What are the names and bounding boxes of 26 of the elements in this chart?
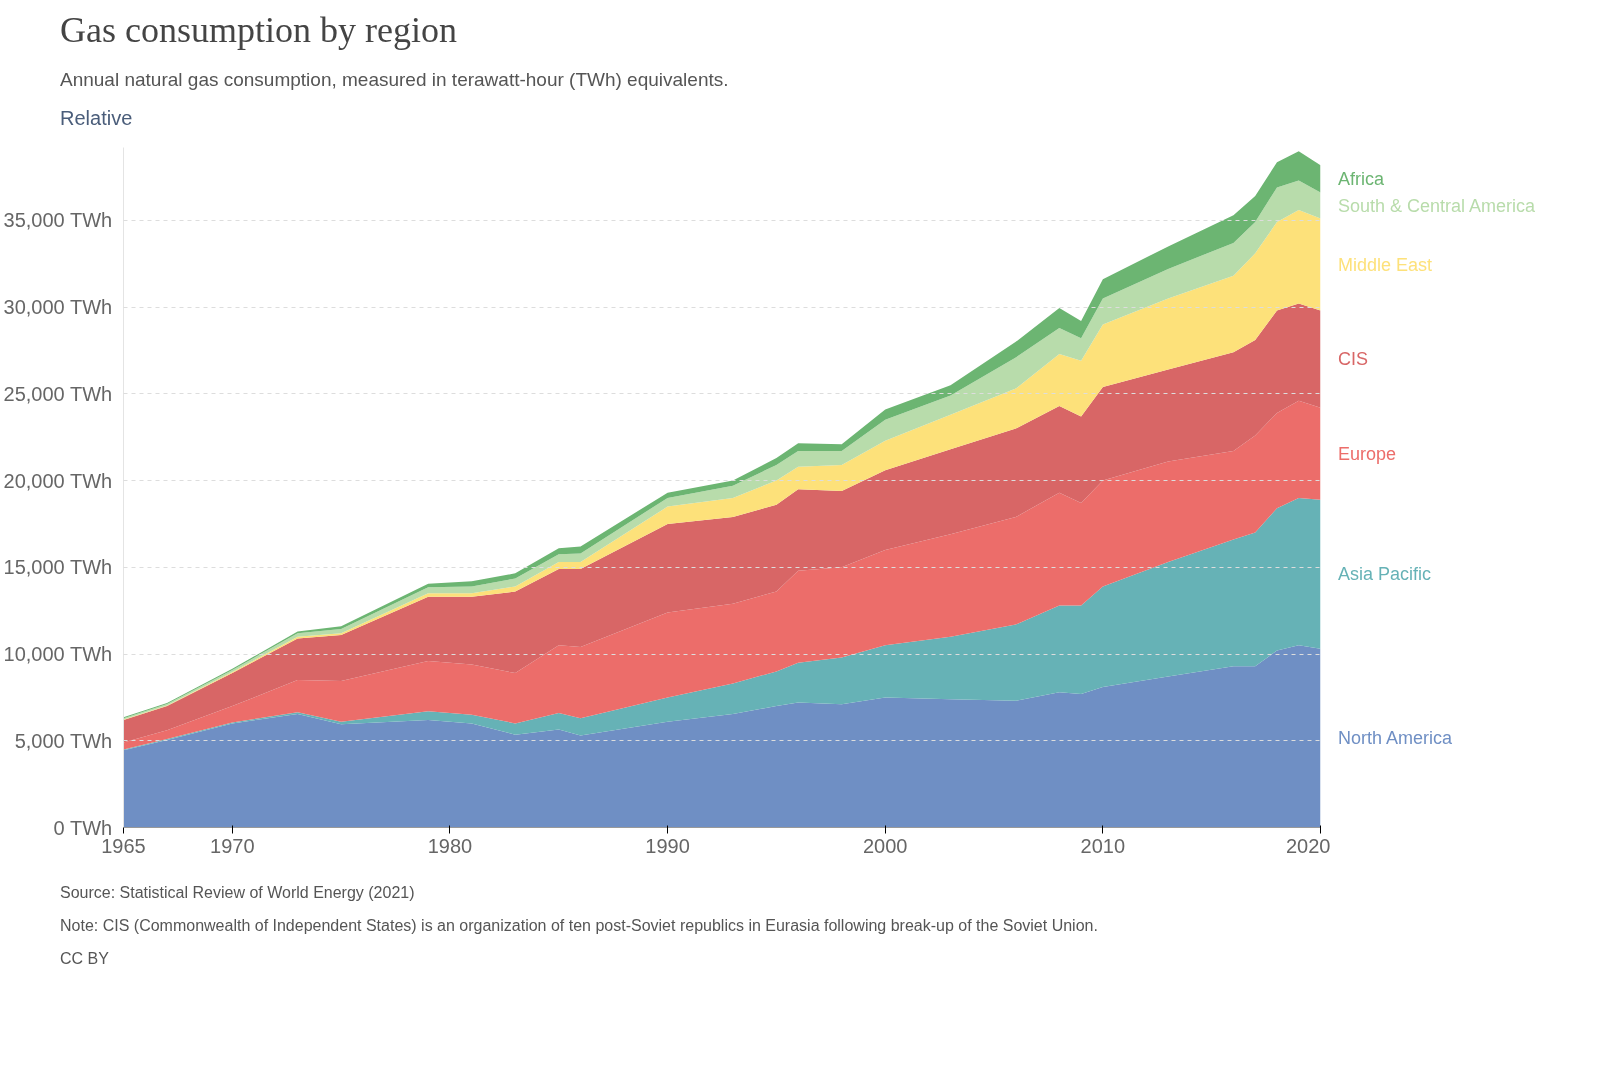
text: CC BY [60, 948, 109, 969]
x-tick-label: 1970 [210, 834, 255, 857]
y-tick-label: 15,000 TWh [3, 556, 113, 579]
series-label: South & Central America [1338, 195, 1537, 216]
source-note: Source: Statistical Review of World Energy (2021) [60, 883, 415, 904]
series-label: Europe [1338, 443, 1397, 464]
y-tick-label: 20,000 TWh [3, 469, 113, 492]
series-label: Middle East [1338, 254, 1433, 275]
x-tick-label: 1990 [645, 834, 690, 857]
x-tick-label: 2000 [862, 834, 908, 857]
text: Note: CIS (Commonwealth of Independent States) is an organization of ten post-Soviet republics in Eurasia following break-up of the Soviet Union. [60, 915, 1098, 936]
y-tick-label: 35,000 TWh [3, 209, 113, 232]
x-tick-label: 2010 [1080, 834, 1126, 857]
series-label: CIS [1338, 349, 1369, 370]
chart-subtitle: Annual natural gas consumption, measured in terawatt-hour (TWh) equivalents. [60, 68, 729, 93]
y-tick-label: 10,000 TWh [3, 643, 113, 666]
y-tick-label: 5,000 TWh [14, 729, 113, 752]
y-tick-label: 25,000 TWh [3, 382, 113, 405]
series-label: Asia Pacific [1338, 564, 1432, 585]
chart-title: Gas consumption by region [60, 9, 457, 52]
x-tick-label: 1980 [427, 834, 473, 857]
series-label: Africa [1338, 169, 1385, 190]
text: Relative [60, 105, 133, 131]
y-tick-label: 30,000 TWh [3, 296, 113, 319]
series-label: North America [1338, 728, 1454, 749]
x-tick-label: 2020 [1286, 834, 1331, 857]
